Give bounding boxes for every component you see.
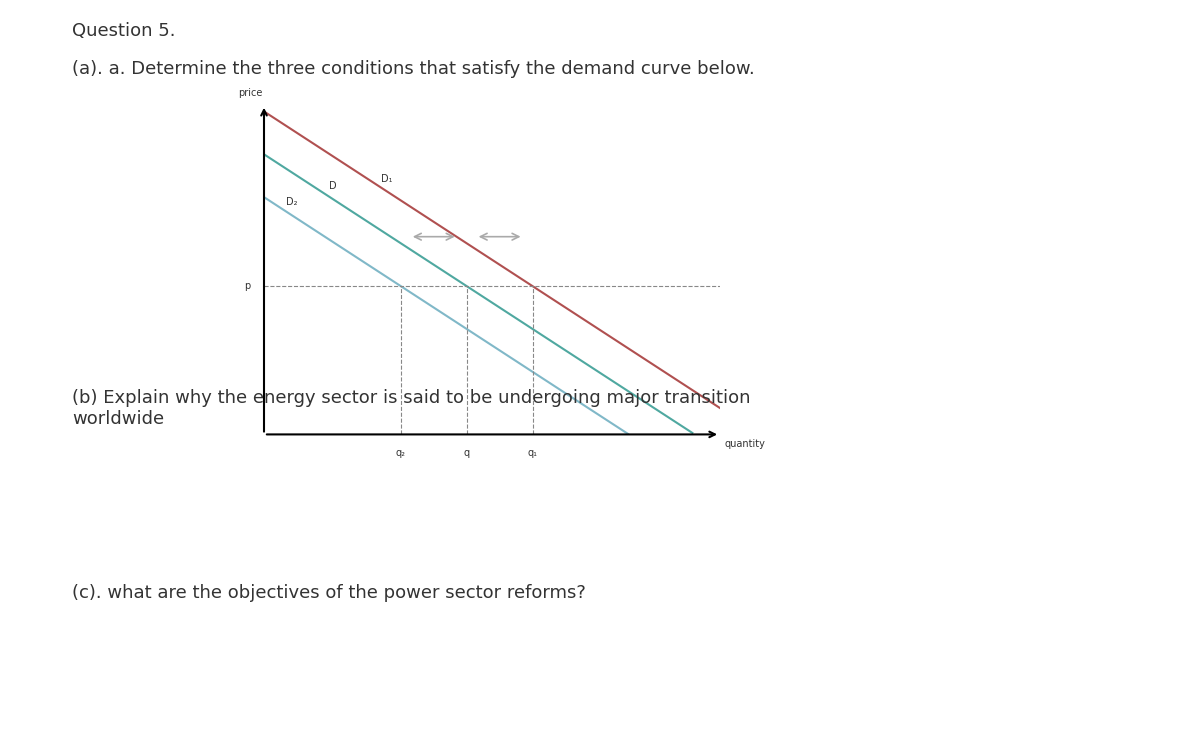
Text: quantity: quantity	[725, 440, 766, 449]
Text: q₁: q₁	[528, 448, 538, 458]
Text: (b) Explain why the energy sector is said to be undergoing major transition
worl: (b) Explain why the energy sector is sai…	[72, 389, 750, 428]
Text: Question 5.: Question 5.	[72, 22, 175, 40]
Text: (c). what are the objectives of the power sector reforms?: (c). what are the objectives of the powe…	[72, 584, 586, 602]
Text: D₂: D₂	[286, 197, 298, 207]
Text: price: price	[238, 88, 263, 98]
Text: p: p	[244, 281, 251, 291]
Text: q₂: q₂	[396, 448, 406, 458]
Text: D₁: D₁	[382, 174, 392, 184]
Text: q: q	[463, 448, 469, 458]
Text: D: D	[329, 181, 336, 191]
Text: (a). a. Determine the three conditions that satisfy the demand curve below.: (a). a. Determine the three conditions t…	[72, 60, 755, 78]
